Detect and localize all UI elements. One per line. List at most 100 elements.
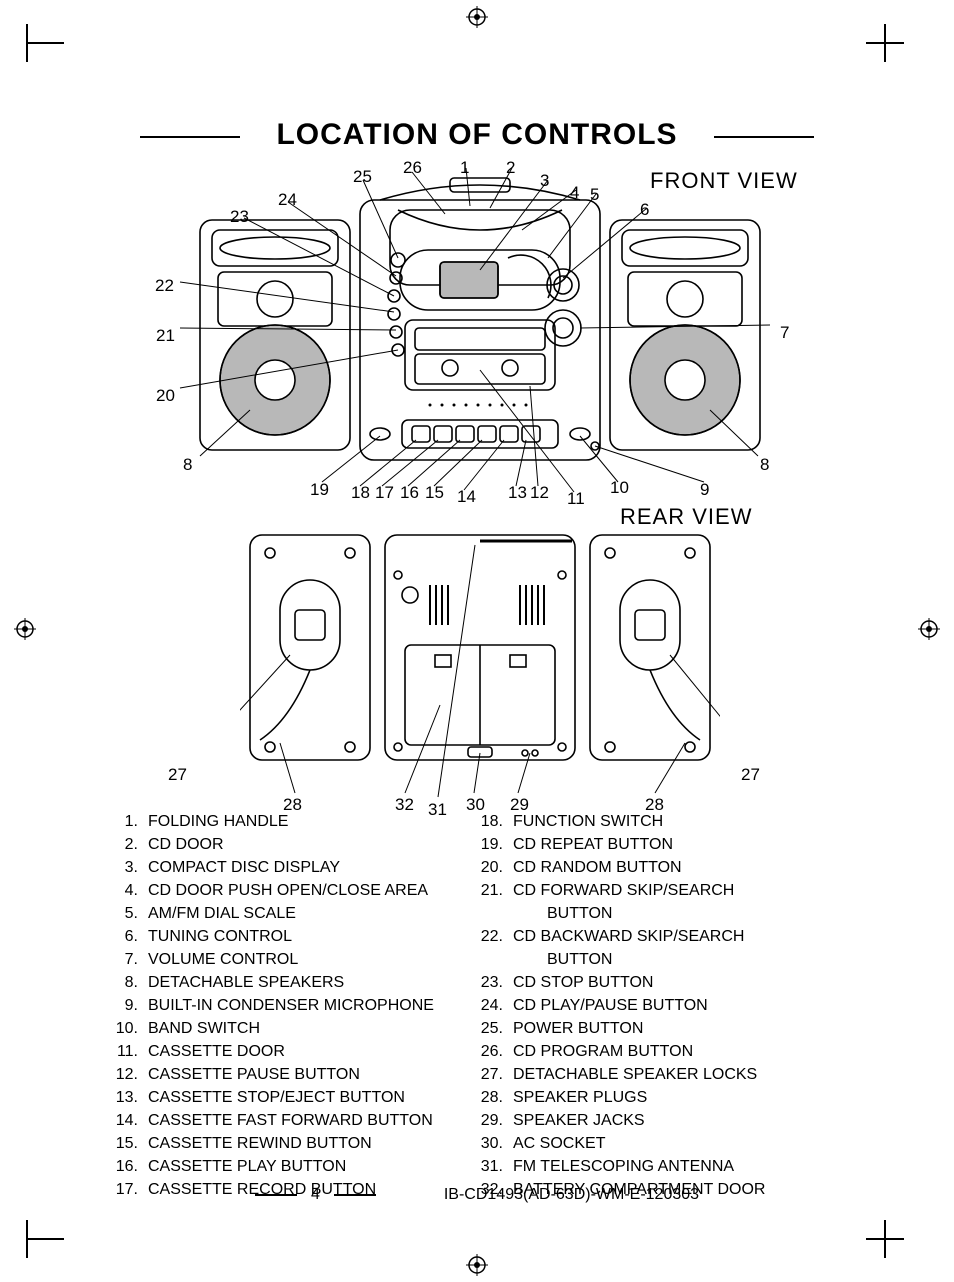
legend-item-text: CD REPEAT BUTTON <box>507 833 828 856</box>
legend-item-number: 4. <box>108 879 142 902</box>
legend-item-number: 12. <box>108 1063 142 1086</box>
legend-item: 20.CD RANDOM BUTTON <box>473 856 828 879</box>
legend-item: 12.CASSETTE PAUSE BUTTON <box>108 1063 463 1086</box>
legend-item: 29.SPEAKER JACKS <box>473 1109 828 1132</box>
legend-item: 9.BUILT-IN CONDENSER MICROPHONE <box>108 994 463 1017</box>
legend-item-text: FM TELESCOPING ANTENNA <box>507 1155 828 1178</box>
crop-mark <box>26 42 64 44</box>
callout-number: 6 <box>640 200 649 220</box>
legend-item-text: CASSETTE REWIND BUTTON <box>142 1132 463 1155</box>
callout-number: 12 <box>530 483 549 503</box>
legend-item: 8.DETACHABLE SPEAKERS <box>108 971 463 994</box>
crop-mark <box>884 24 886 62</box>
legend-item-number: 20. <box>473 856 507 879</box>
callout-number: 4 <box>570 183 579 203</box>
registration-mark <box>466 1254 488 1276</box>
legend-item-number: 9. <box>108 994 142 1017</box>
legend-item: 3.COMPACT DISC DISPLAY <box>108 856 463 879</box>
legend-item-number: 30. <box>473 1132 507 1155</box>
legend-item-text: SPEAKER PLUGS <box>507 1086 828 1109</box>
legend-item: 6.TUNING CONTROL <box>108 925 463 948</box>
legend-item: 31.FM TELESCOPING ANTENNA <box>473 1155 828 1178</box>
legend-item-number: 16. <box>108 1155 142 1178</box>
callout-number: 22 <box>155 276 174 296</box>
legend-item-number: 24. <box>473 994 507 1017</box>
legend-item: 28.SPEAKER PLUGS <box>473 1086 828 1109</box>
legend-item-number <box>473 902 507 925</box>
legend-item-text: FUNCTION SWITCH <box>507 810 828 833</box>
legend-item-number: 2. <box>108 833 142 856</box>
callout-number: 13 <box>508 483 527 503</box>
legend-item-number: 26. <box>473 1040 507 1063</box>
callout-number: 24 <box>278 190 297 210</box>
legend-item: 13.CASSETTE STOP/EJECT BUTTON <box>108 1086 463 1109</box>
callout-number: 25 <box>353 167 372 187</box>
legend-item-number: 19. <box>473 833 507 856</box>
legend-item-number: 22. <box>473 925 507 948</box>
front-view-diagram <box>150 150 810 500</box>
callout-number: 27 <box>168 765 187 785</box>
legend-item-number: 21. <box>473 879 507 902</box>
legend-item-number: 27. <box>473 1063 507 1086</box>
legend-item-number: 10. <box>108 1017 142 1040</box>
crop-mark <box>26 1238 64 1240</box>
legend-item: 23.CD STOP BUTTON <box>473 971 828 994</box>
callout-number: 5 <box>590 185 599 205</box>
callout-number: 2 <box>506 158 515 178</box>
legend-item-text: POWER BUTTON <box>507 1017 828 1040</box>
legend-item-text: CD STOP BUTTON <box>507 971 828 994</box>
callout-number: 21 <box>156 326 175 346</box>
callout-number: 18 <box>351 483 370 503</box>
page: LOCATION OF CONTROLS FRONT VIEW REAR VIE… <box>0 0 954 1282</box>
legend-item-text: CD BACKWARD SKIP/SEARCH <box>507 925 828 948</box>
legend-item-number: 25. <box>473 1017 507 1040</box>
legend-item-text: CD PLAY/PAUSE BUTTON <box>507 994 828 1017</box>
callout-number: 15 <box>425 483 444 503</box>
legend-item-number: 15. <box>108 1132 142 1155</box>
legend-item-text: DETACHABLE SPEAKER LOCKS <box>507 1063 828 1086</box>
document-id: IB-CD1493(AD-63D)-WM-E-120303 <box>444 1186 699 1204</box>
legend-item-number <box>473 948 507 971</box>
legend-item-text: BAND SWITCH <box>142 1017 463 1040</box>
legend-item: BUTTON <box>473 948 828 971</box>
callout-number: 1 <box>460 158 469 178</box>
crop-mark <box>26 1220 28 1258</box>
callout-number: 20 <box>156 386 175 406</box>
legend-item-number: 8. <box>108 971 142 994</box>
legend-item-number: 18. <box>473 810 507 833</box>
legend-item: 26.CD PROGRAM BUTTON <box>473 1040 828 1063</box>
legend-item-text: CD DOOR PUSH OPEN/CLOSE AREA <box>142 879 463 902</box>
legend-item: 5.AM/FM DIAL SCALE <box>108 902 463 925</box>
legend-item: 11.CASSETTE DOOR <box>108 1040 463 1063</box>
page-number: 4 <box>311 1186 320 1204</box>
legend-item-text: CASSETTE PAUSE BUTTON <box>142 1063 463 1086</box>
legend-item-text: BUTTON <box>507 948 828 971</box>
callout-number: 9 <box>700 480 709 500</box>
legend-item-text: VOLUME CONTROL <box>142 948 463 971</box>
legend-item-number: 6. <box>108 925 142 948</box>
legend-item-text: CASSETTE PLAY BUTTON <box>142 1155 463 1178</box>
legend-item: 2.CD DOOR <box>108 833 463 856</box>
legend-item-text: AC SOCKET <box>507 1132 828 1155</box>
legend-item-text: CD PROGRAM BUTTON <box>507 1040 828 1063</box>
rear-view-diagram <box>240 525 720 815</box>
legend-item-text: CASSETTE DOOR <box>142 1040 463 1063</box>
legend-item-text: CD RANDOM BUTTON <box>507 856 828 879</box>
title-rule-right <box>714 136 814 138</box>
footer-rule <box>334 1194 376 1196</box>
legend-item: 24.CD PLAY/PAUSE BUTTON <box>473 994 828 1017</box>
legend-item-text: AM/FM DIAL SCALE <box>142 902 463 925</box>
legend-item-text: FOLDING HANDLE <box>142 810 463 833</box>
crop-mark <box>884 1220 886 1258</box>
callout-number: 23 <box>230 207 249 227</box>
legend-item: 27.DETACHABLE SPEAKER LOCKS <box>473 1063 828 1086</box>
legend-item-number: 29. <box>473 1109 507 1132</box>
legend-item: 10.BAND SWITCH <box>108 1017 463 1040</box>
legend-item: 4.CD DOOR PUSH OPEN/CLOSE AREA <box>108 879 463 902</box>
callout-number: 14 <box>457 487 476 507</box>
legend-item-number: 31. <box>473 1155 507 1178</box>
legend-item-number: 28. <box>473 1086 507 1109</box>
registration-mark <box>466 6 488 28</box>
legend-item: BUTTON <box>473 902 828 925</box>
legend-item: 15.CASSETTE REWIND BUTTON <box>108 1132 463 1155</box>
